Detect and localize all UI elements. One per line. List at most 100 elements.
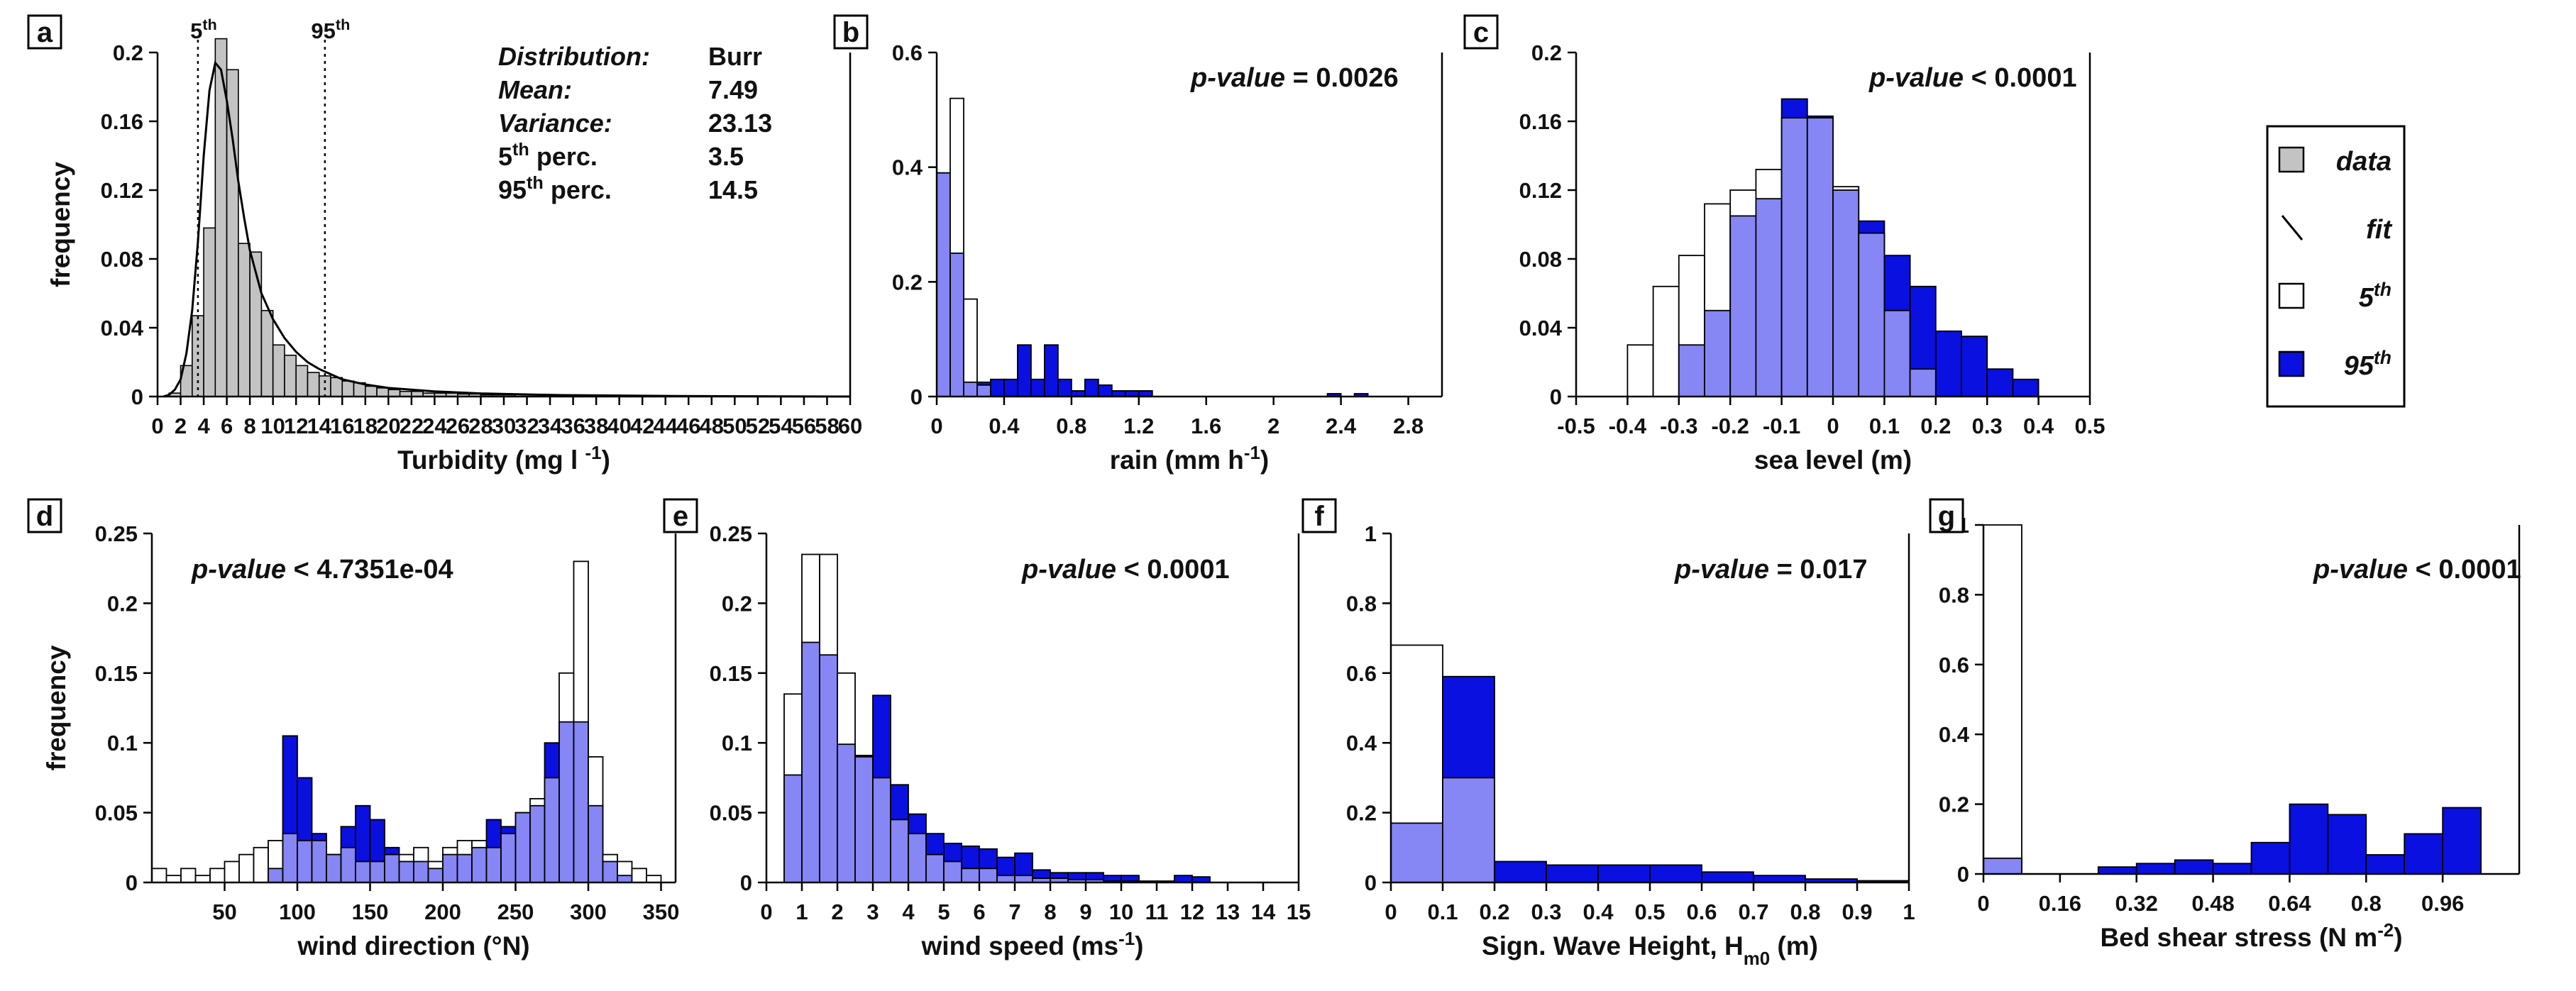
perc95-bar [1494, 860, 1547, 883]
perc5-bar [209, 868, 226, 883]
x-tick-label: 0.8 [1790, 899, 1820, 924]
x-tick-label: 0 [760, 899, 772, 924]
perc5-bar [165, 875, 182, 883]
panel-letter-box [27, 498, 62, 533]
perc5-bar [1626, 344, 1654, 397]
y-tick-label: 0.08 [1519, 247, 1562, 272]
x-tick-label: 16 [330, 414, 354, 438]
x-tick-label: 0 [151, 414, 163, 438]
y-tick-label: 0.2 [1531, 40, 1562, 65]
x-axis-label: wind speed (ms-1) [921, 929, 1144, 960]
perc5-bar [1652, 285, 1680, 397]
y-tick-label: 0.2 [722, 591, 752, 616]
stat-label: 5th perc. [498, 140, 598, 171]
panel-letter-box [1929, 498, 1964, 533]
x-tick-label: 0.32 [2115, 891, 2158, 916]
y-tick-label: 0.08 [101, 247, 143, 272]
overlap-bar [996, 875, 1015, 883]
stat-value: Burr [708, 42, 762, 71]
overlap-bar [819, 654, 838, 883]
perc95-bar [1546, 864, 1599, 883]
legend-label: 95th [2344, 347, 2391, 381]
x-tick-label: 60 [838, 414, 862, 438]
stat-value: 14.5 [708, 175, 758, 204]
panel-letter-box [27, 14, 62, 50]
y-axis-label: frequency [42, 645, 71, 770]
overlap-bar [340, 846, 356, 883]
perc5-bar [180, 868, 197, 883]
perc95-bar [2012, 378, 2040, 397]
overlap-bar [558, 721, 575, 883]
legend-label: data [2336, 147, 2391, 177]
percentile-label: 95th [311, 16, 350, 44]
y-tick-label: 0 [1957, 862, 1969, 887]
x-tick-label: 0.8 [1056, 414, 1086, 438]
y-tick-label: 0.15 [95, 661, 138, 686]
x-axis-label: rain (mm h-1) [1110, 443, 1270, 475]
x-tick-label: 42 [630, 414, 654, 438]
x-tick-label: 0 [1827, 414, 1839, 438]
x-tick-label: 1 [796, 899, 808, 924]
p-value: p-value < 0.0001 [1021, 555, 1230, 585]
x-tick-label: 40 [607, 414, 631, 438]
panel-letter: b [842, 17, 859, 48]
panel-g: 00.20.40.60.8100.160.320.480.640.80.96Be… [1929, 498, 2521, 952]
panel-e: 00.050.10.150.20.250 1 2 3 4 5 6 7 8 9 10 11 12 13 14 1… [663, 498, 1311, 960]
x-tick-label: 22 [400, 414, 424, 438]
x-tick-label: 1.6 [1191, 414, 1221, 438]
y-tick-label: 0.6 [1939, 653, 1969, 677]
overlap-bar [1755, 198, 1783, 397]
perc95-bar [1084, 378, 1099, 397]
x-tick-label: 44 [653, 414, 678, 438]
x-tick-label: 10 [1109, 899, 1133, 924]
perc5-bar [646, 875, 662, 883]
x-tick-label: 0.16 [2039, 891, 2081, 916]
p-value: p-value < 0.0001 [2313, 555, 2521, 585]
x-axis-label: Turbidity (mg l -1) [397, 443, 610, 475]
legend-label: fit [2366, 215, 2392, 245]
data-bar [307, 372, 320, 397]
x-tick-label: 54 [769, 414, 793, 438]
overlap-bar [617, 875, 633, 883]
stat-value: 23.13 [708, 109, 772, 138]
data-bar [330, 377, 343, 397]
overlap-bar [514, 812, 531, 883]
panel-letter: a [37, 17, 53, 48]
overlap-bar [588, 804, 604, 883]
overlap-bar [1390, 822, 1443, 883]
data-bar [260, 309, 274, 397]
y-tick-label: 0.05 [95, 801, 138, 826]
perc5-bar [1983, 524, 2022, 875]
y-tick-label: 0.2 [1939, 792, 1969, 817]
x-tick-label: 30 [492, 414, 516, 438]
overlap-bar [801, 641, 820, 883]
p-value: p-value = 0.0026 [1190, 63, 1399, 93]
perc95-bar [1057, 378, 1072, 397]
x-tick-label: 350 [643, 899, 680, 924]
x-tick-label: 0.4 [2023, 414, 2054, 438]
perc95-bar [990, 378, 1005, 397]
y-tick-label: 0.6 [892, 40, 923, 65]
y-tick-label: 0.2 [113, 40, 143, 65]
data-bar [191, 315, 204, 397]
perc95-bar [2250, 841, 2291, 875]
x-tick-label: 8 [1044, 899, 1056, 924]
y-tick-label: 0.04 [101, 316, 144, 341]
overlap-bar [950, 253, 964, 397]
perc95-bar [2097, 866, 2137, 875]
x-tick-label: 46 [676, 414, 700, 438]
overlap-bar [1858, 232, 1886, 397]
y-tick-label: 0 [131, 384, 143, 409]
perc5-bar [238, 853, 255, 883]
panel-letter: g [1938, 501, 1955, 532]
x-tick-label: 34 [538, 414, 563, 438]
panel-letter-box [663, 498, 698, 533]
p-value: p-value = 0.017 [1674, 555, 1867, 585]
perc95-bar [2135, 863, 2176, 875]
x-axis-label: Bed shear stress (N m-2) [2100, 921, 2402, 952]
y-tick-label: 0.16 [1519, 109, 1562, 134]
x-tick-label: 7 [1008, 899, 1020, 924]
overlap-bar [427, 868, 444, 883]
x-tick-label: 0.4 [1583, 899, 1614, 924]
